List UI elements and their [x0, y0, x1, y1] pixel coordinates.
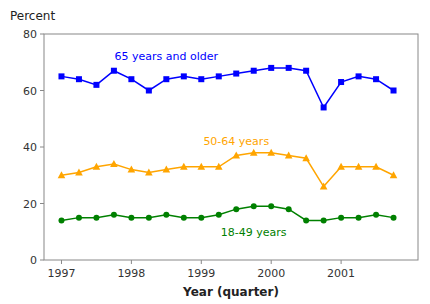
point	[356, 73, 362, 79]
point	[232, 151, 240, 158]
series-label: 50-64 years	[203, 135, 269, 148]
chart: 0 20 40 60 80 1997 1998 1999 2000 2001 Year (quart…	[0, 0, 430, 304]
x-tick-label: 1998	[117, 267, 145, 280]
x-tick-label: 2000	[257, 267, 285, 280]
x-tick-label: 1997	[47, 267, 75, 280]
point	[146, 88, 152, 94]
point	[251, 68, 257, 74]
x-tick	[61, 260, 62, 264]
point	[181, 73, 187, 79]
point	[391, 88, 397, 94]
point	[110, 160, 118, 167]
point	[302, 154, 310, 161]
point	[93, 163, 101, 170]
point	[356, 215, 362, 221]
x-tick-label: 2001	[327, 267, 355, 280]
point	[75, 168, 83, 175]
series-label: 18-49 years	[221, 226, 287, 239]
point	[93, 82, 99, 88]
point	[146, 215, 152, 221]
point	[372, 163, 380, 170]
point	[286, 206, 292, 212]
plot-frame	[44, 34, 418, 260]
point	[198, 215, 204, 221]
point	[268, 65, 274, 71]
point	[321, 104, 327, 110]
point	[303, 217, 309, 223]
series-line	[61, 153, 393, 187]
y-tick-label: 0	[30, 254, 37, 267]
point	[373, 212, 379, 218]
point	[111, 68, 117, 74]
point	[58, 171, 66, 178]
point	[285, 151, 293, 158]
point	[216, 73, 222, 79]
point	[267, 149, 275, 156]
point	[355, 163, 363, 170]
x-axis-label: Year (quarter)	[182, 285, 279, 299]
y-tick-label: 20	[23, 198, 37, 211]
point	[250, 149, 258, 156]
series-label: 65 years and older	[115, 50, 219, 63]
point	[76, 76, 82, 82]
point	[180, 163, 188, 170]
y-tick	[40, 147, 44, 148]
point	[391, 215, 397, 221]
y-tick	[40, 90, 44, 91]
x-tick-label: 1999	[187, 267, 215, 280]
x-tick	[341, 260, 342, 264]
point	[251, 203, 257, 209]
point	[373, 76, 379, 82]
point	[286, 65, 292, 71]
point	[181, 215, 187, 221]
point	[58, 217, 64, 223]
point	[128, 76, 134, 82]
point	[163, 212, 169, 218]
point	[76, 215, 82, 221]
point	[303, 68, 309, 74]
y-tick	[40, 203, 44, 204]
point	[93, 215, 99, 221]
plot-area	[58, 65, 398, 224]
y-tick-label: 40	[23, 141, 37, 154]
point	[233, 71, 239, 77]
point	[163, 76, 169, 82]
point	[321, 217, 327, 223]
point	[145, 168, 153, 175]
x-tick	[131, 260, 132, 264]
point	[338, 215, 344, 221]
y-tick-label: 60	[23, 85, 37, 98]
point	[128, 166, 136, 173]
point	[337, 163, 345, 170]
point	[58, 73, 64, 79]
point	[233, 206, 239, 212]
point	[128, 215, 134, 221]
point	[111, 212, 117, 218]
x-tick	[201, 260, 202, 264]
y-tick	[40, 34, 44, 35]
point	[338, 79, 344, 85]
point	[215, 163, 223, 170]
y-tick-label: 80	[23, 28, 37, 41]
point	[163, 166, 171, 173]
point	[268, 203, 274, 209]
series-line	[61, 68, 393, 108]
point	[197, 163, 205, 170]
point	[320, 183, 328, 190]
y-axis-label: Percent	[10, 9, 55, 23]
point	[216, 212, 222, 218]
series-line	[61, 206, 393, 220]
point	[390, 171, 398, 178]
y-tick	[40, 260, 44, 261]
x-tick	[271, 260, 272, 264]
point	[198, 76, 204, 82]
